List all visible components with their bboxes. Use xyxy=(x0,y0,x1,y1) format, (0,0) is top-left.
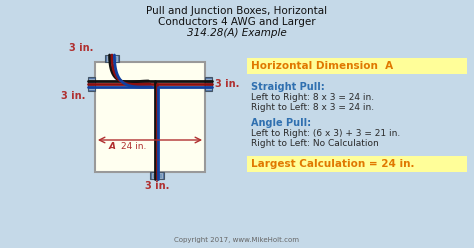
Text: 3 in.: 3 in. xyxy=(69,43,93,53)
Text: A: A xyxy=(109,142,116,151)
Bar xyxy=(89,79,94,89)
Bar xyxy=(150,172,164,179)
Bar xyxy=(247,58,467,74)
Text: Right to Left: No Calculation: Right to Left: No Calculation xyxy=(251,139,379,148)
Text: Copyright 2017, www.MikeHolt.com: Copyright 2017, www.MikeHolt.com xyxy=(174,237,300,243)
Bar xyxy=(247,156,467,172)
Text: Left to Right: (6 x 3) + 3 = 21 in.: Left to Right: (6 x 3) + 3 = 21 in. xyxy=(251,129,400,138)
Bar xyxy=(205,77,212,91)
Text: 24 in.: 24 in. xyxy=(121,142,146,151)
Text: Horizontal Dimension  A: Horizontal Dimension A xyxy=(251,61,393,71)
Bar xyxy=(88,77,95,91)
Text: 314.28(A) Example: 314.28(A) Example xyxy=(187,28,287,38)
Bar xyxy=(152,173,162,178)
Text: Right to Left: 8 x 3 = 24 in.: Right to Left: 8 x 3 = 24 in. xyxy=(251,103,374,112)
Text: Conductors 4 AWG and Larger: Conductors 4 AWG and Larger xyxy=(158,17,316,27)
Text: Largest Calculation = 24 in.: Largest Calculation = 24 in. xyxy=(251,159,414,169)
Text: 3 in.: 3 in. xyxy=(145,181,169,191)
Text: Straight Pull:: Straight Pull: xyxy=(251,82,325,92)
Text: Angle Pull:: Angle Pull: xyxy=(251,118,311,128)
Text: 3 in.: 3 in. xyxy=(61,91,85,101)
Bar xyxy=(107,56,117,61)
Bar xyxy=(105,55,119,62)
Bar xyxy=(206,79,211,89)
Text: Left to Right: 8 x 3 = 24 in.: Left to Right: 8 x 3 = 24 in. xyxy=(251,93,374,102)
Text: Pull and Junction Boxes, Horizontal: Pull and Junction Boxes, Horizontal xyxy=(146,6,328,16)
Bar xyxy=(95,62,205,172)
Text: 3 in.: 3 in. xyxy=(215,79,239,89)
